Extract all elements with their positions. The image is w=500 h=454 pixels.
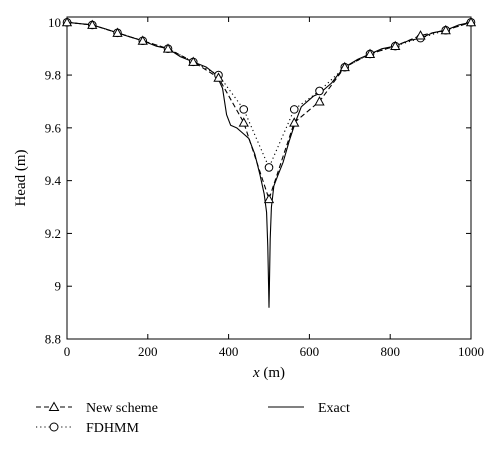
new-scheme-point: [61, 16, 73, 27]
new-scheme-point: [314, 96, 325, 106]
legend-circle-marker: [49, 422, 59, 432]
new-scheme-point: [87, 19, 98, 29]
new-scheme-point: [440, 24, 451, 35]
series-layer: [61, 16, 477, 308]
x-tick-label: 0: [64, 344, 71, 359]
series-line-new-scheme: [66, 21, 472, 200]
new-scheme-point: [238, 117, 249, 127]
x-tick-label: 600: [300, 344, 320, 359]
x-tick-label: 800: [380, 344, 400, 359]
legend-triangle-marker: [48, 401, 60, 411]
legend-label-exact: Exact: [318, 401, 350, 416]
fdhmm-point: [239, 105, 249, 114]
x-axis-title: x (m): [252, 365, 285, 381]
legend-item-fdhmm: FDHMM: [36, 421, 139, 436]
new-scheme-point: [213, 72, 224, 82]
legend-item-exact: Exact: [268, 401, 350, 416]
legend: New scheme FDHMM Exact: [36, 401, 350, 436]
x-tick-label: 400: [219, 344, 239, 359]
new-scheme-point: [415, 30, 426, 40]
new-scheme-point: [188, 56, 199, 66]
legend-label-new-scheme: New scheme: [86, 401, 158, 416]
new-scheme-point: [364, 48, 376, 58]
x-tick-label: 1000: [458, 344, 484, 359]
y-tick-label: 9.2: [45, 226, 61, 241]
new-scheme-point: [137, 35, 148, 45]
y-axis-title: Head (m): [13, 149, 29, 206]
new-scheme-point: [162, 43, 174, 53]
series-line-fdhmm: [66, 21, 472, 168]
legend-label-fdhmm: FDHMM: [86, 421, 139, 436]
fdhmm-point: [264, 163, 274, 172]
new-scheme-point: [263, 193, 275, 204]
x-axis-unit: (m): [260, 365, 285, 381]
x-axis-variable: x: [252, 365, 260, 381]
new-scheme-point: [112, 27, 123, 37]
x-axis-ticks: 0 200 400 600 800 1000: [64, 17, 484, 359]
y-tick-label: 9.8: [45, 68, 61, 83]
fdhmm-point: [289, 105, 299, 114]
y-tick-label: 8.8: [45, 332, 61, 347]
y-axis-ticks: 8.8 9 9.2 9.4 9.6 9.8 10: [45, 15, 471, 347]
y-tick-label: 10: [48, 15, 61, 30]
y-tick-label: 9.4: [45, 173, 62, 188]
plot-frame: [66, 16, 472, 340]
legend-item-new-scheme: New scheme: [36, 401, 158, 416]
new-scheme-point: [289, 117, 300, 127]
new-scheme-point: [465, 16, 477, 27]
fdhmm-point: [315, 86, 324, 96]
y-tick-label: 9: [55, 279, 62, 294]
y-tick-label: 9.6: [45, 120, 62, 135]
new-scheme-point: [339, 61, 350, 72]
x-tick-label: 200: [138, 344, 158, 359]
new-scheme-point: [390, 40, 401, 51]
